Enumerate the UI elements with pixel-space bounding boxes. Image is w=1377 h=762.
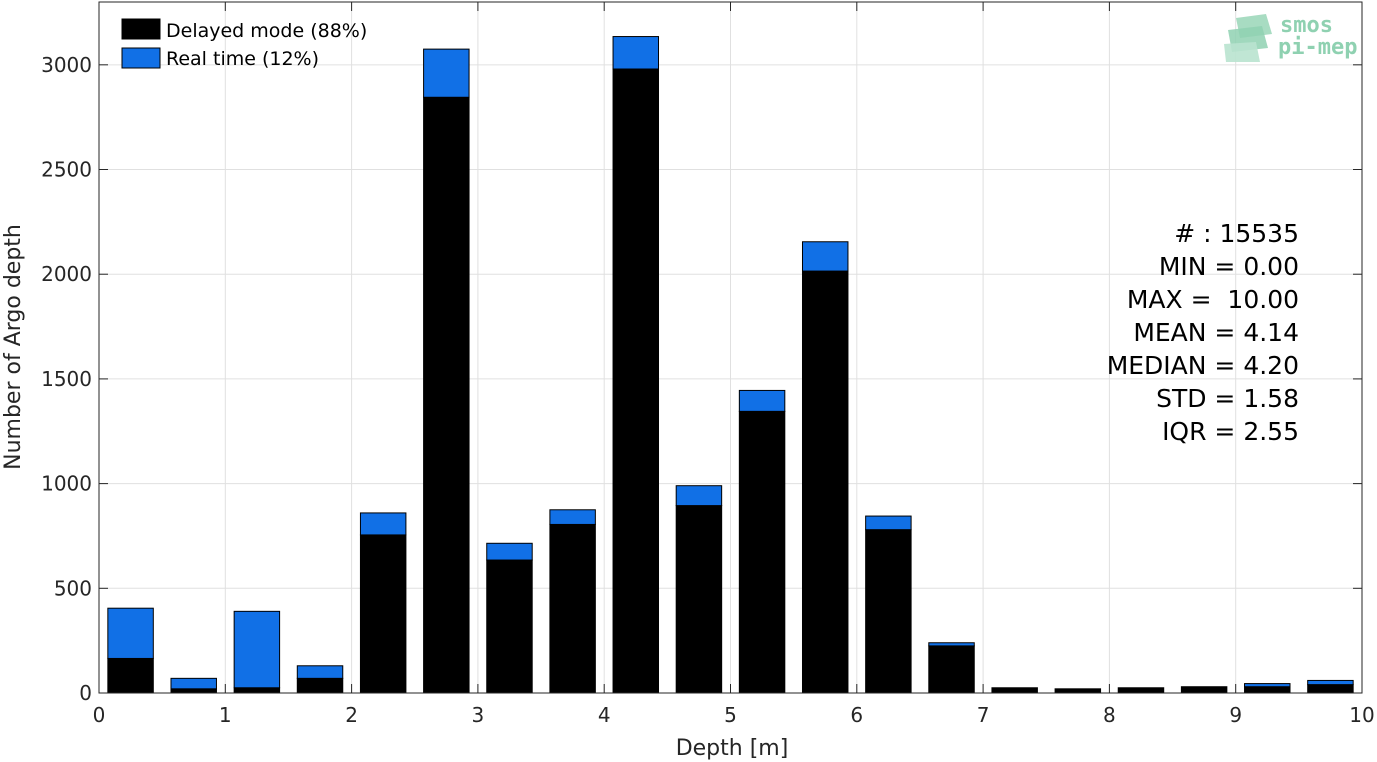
bar-real-time [865,515,912,531]
legend-swatch-realtime [121,47,161,69]
x-tick-label: 5 [724,703,737,727]
stats-line: IQR = 2.55 [1162,417,1299,446]
x-tick-label: 2 [345,703,358,727]
bar-real-time [549,509,596,525]
bar-real-time [359,512,407,536]
bar-real-time [170,677,217,690]
logo-mark-icon [1224,14,1272,62]
bar-delayed-mode [738,410,786,694]
legend-swatch-delayed [121,18,161,40]
legend: Delayed mode (88%) Real time (12%) [121,18,367,70]
bar-delayed-mode [423,96,470,694]
bar-delayed-mode [612,68,660,694]
bar-delayed-mode [170,688,217,694]
x-tick-label: 6 [850,703,863,727]
stats-line: MIN = 0.00 [1159,252,1299,281]
bar-delayed-mode [1054,688,1102,694]
bar-delayed-mode [549,523,596,694]
bar-delayed-mode [359,534,407,694]
bar-delayed-mode [928,645,975,694]
y-axis-label: Number of Argo depth [1,224,26,470]
bar-real-time [738,389,786,412]
bar-delayed-mode [801,270,849,694]
bar-delayed-mode [991,687,1038,694]
bar-delayed-mode [486,559,533,694]
bar-real-time [675,485,723,507]
bar-real-time [1307,679,1354,686]
y-tick-label: 2000 [41,262,92,286]
stats-line: # : 15535 [1174,219,1299,248]
x-tick-label: 9 [1229,703,1242,727]
y-tick-label: 1500 [41,367,92,391]
bar-real-time [233,610,281,689]
x-tick-label: 3 [472,703,485,727]
stats-line: MEAN = 4.14 [1133,318,1299,347]
axes [98,1,1363,694]
x-tick-label: 1 [219,703,232,727]
x-tick-label: 7 [977,703,990,727]
bar-real-time [486,542,533,561]
bar-real-time [296,665,344,679]
stats-line: MEDIAN = 4.20 [1107,351,1299,380]
legend-label-delayed: Delayed mode (88%) [166,20,367,42]
x-tick-label: 4 [598,703,611,727]
bar-real-time [1244,683,1291,688]
bar-delayed-mode [233,687,281,694]
bar-delayed-mode [1180,686,1228,694]
bars-group [107,36,1354,694]
y-tick-label: 500 [54,576,92,600]
bar-real-time [423,48,470,98]
bar-real-time [801,241,849,272]
bar-real-time [612,36,660,70]
logo-text-pimep: pi-mep [1278,35,1357,60]
y-tick-label: 1000 [41,472,92,496]
y-tick-label: 0 [79,681,92,705]
statistics-box: # : 15535 MIN = 0.00 MAX = 10.00 MEAN = 4.1… [1107,219,1299,446]
logo-text-smos: smos [1280,13,1333,38]
y-tick-label: 2500 [41,158,92,182]
bar-delayed-mode [675,505,723,694]
x-axis-label: Depth [m] [676,736,789,761]
tick-labels: 0 1 2 3 4 5 6 7 8 9 10 0 500 1000 1500 2000 2500 3000 [41,53,1375,727]
bar-real-time [107,607,154,659]
x-tick-label: 10 [1349,703,1374,727]
legend-label-realtime: Real time (12%) [166,48,319,70]
stats-line: MAX = 10.00 [1127,285,1299,314]
x-tick-label: 8 [1103,703,1116,727]
stats-line: STD = 1.58 [1156,384,1299,413]
y-tick-label: 3000 [41,53,92,77]
bar-delayed-mode [865,529,912,694]
bar-delayed-mode [107,657,154,694]
x-tick-label: 0 [93,703,106,727]
bar-delayed-mode [296,677,344,694]
bar-delayed-mode [1244,686,1291,694]
bar-delayed-mode [1307,684,1354,694]
bar-delayed-mode [1117,687,1165,694]
bar-real-time [928,642,975,647]
smos-pi-mep-logo: smos pi-mep [1224,13,1357,62]
